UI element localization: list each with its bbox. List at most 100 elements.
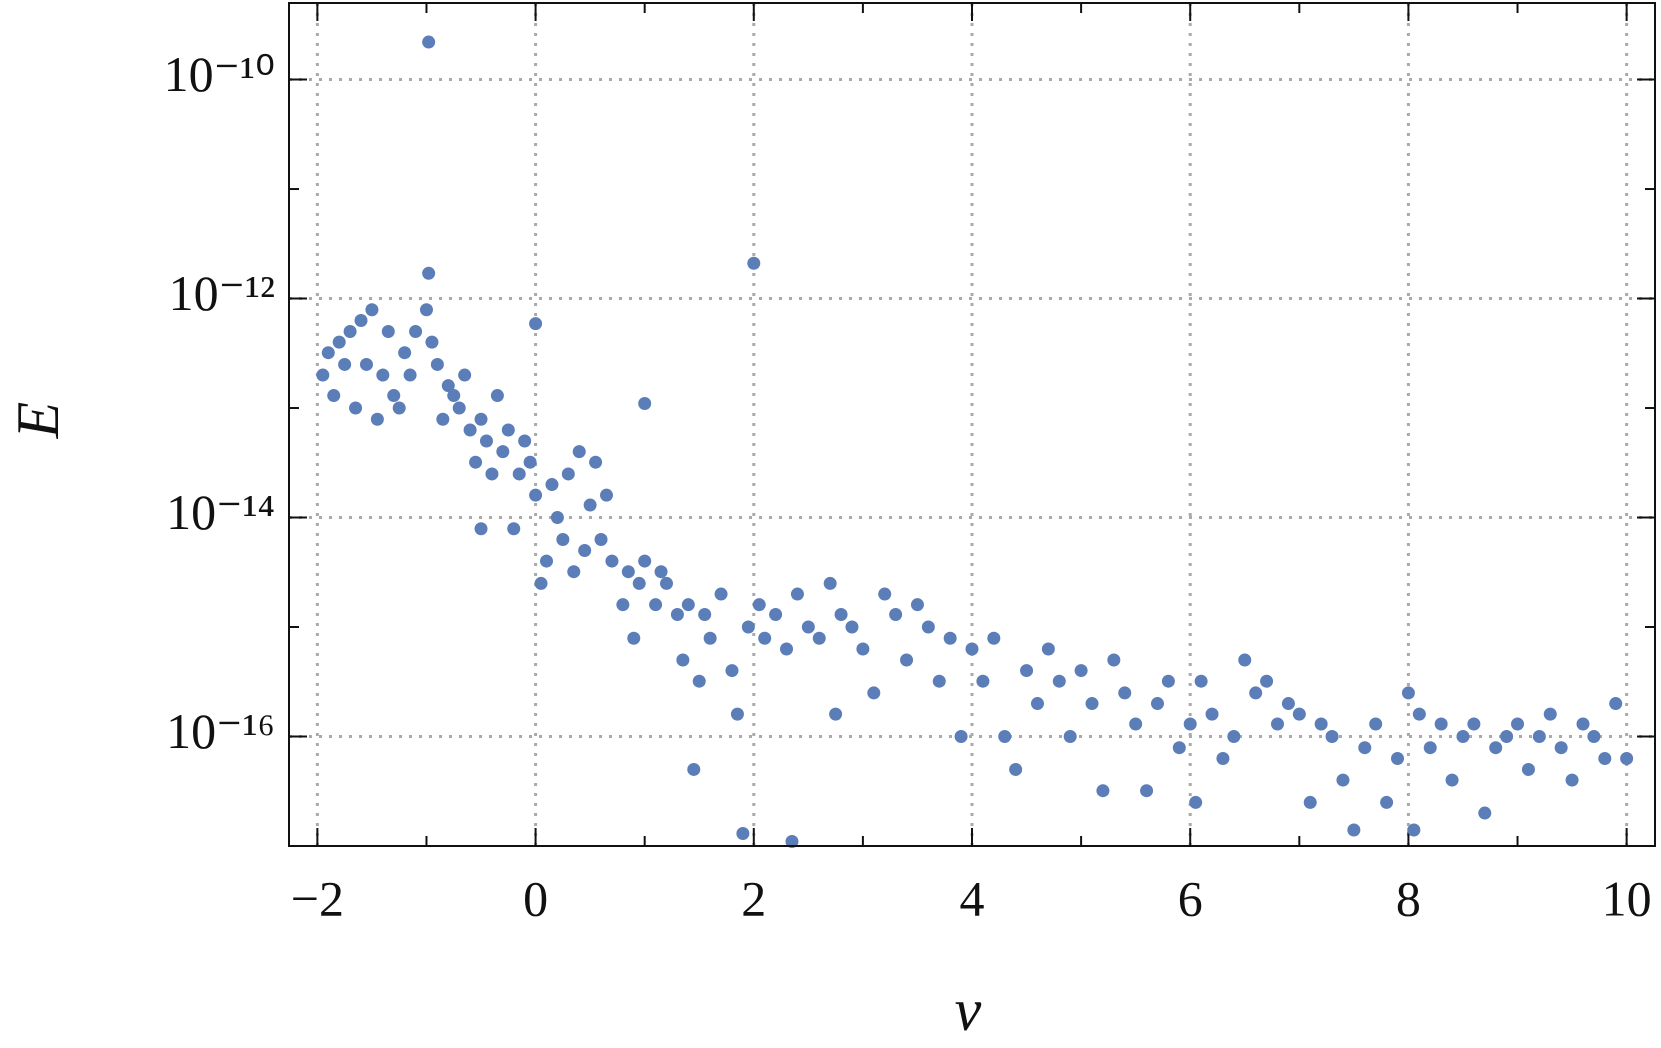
- data-point: [1030, 697, 1044, 711]
- data-point: [965, 642, 979, 656]
- y-tick-label: 10⁻¹⁴: [166, 484, 275, 540]
- data-point: [747, 256, 761, 270]
- data-point: [1347, 823, 1361, 837]
- data-point: [376, 368, 390, 382]
- y-tick-label: 10⁻¹⁰: [164, 46, 275, 102]
- data-point: [316, 368, 330, 382]
- data-point: [387, 389, 401, 403]
- data-point: [638, 396, 652, 410]
- data-point: [1369, 717, 1383, 731]
- data-point: [392, 401, 406, 415]
- data-point: [1260, 674, 1274, 688]
- data-point: [1576, 717, 1590, 731]
- data-point: [687, 762, 701, 776]
- data-point: [474, 412, 488, 426]
- data-point: [829, 707, 843, 721]
- data-point: [561, 467, 575, 481]
- data-point: [627, 631, 641, 645]
- data-point: [321, 346, 335, 360]
- data-point: [1161, 674, 1175, 688]
- data-point: [1336, 773, 1350, 787]
- data-point: [889, 608, 903, 622]
- data-point: [349, 401, 363, 415]
- data-point: [1281, 697, 1295, 711]
- data-point: [518, 434, 532, 448]
- data-point: [823, 576, 837, 590]
- data-point: [550, 511, 564, 525]
- data-point: [1511, 717, 1525, 731]
- data-point: [676, 653, 690, 667]
- data-point: [422, 266, 436, 280]
- data-point: [987, 631, 1001, 645]
- y-axis-label: E: [5, 402, 71, 440]
- data-point: [1189, 795, 1203, 809]
- data-point: [572, 445, 586, 459]
- data-point: [479, 434, 493, 448]
- data-point: [545, 478, 559, 492]
- data-point: [512, 467, 526, 481]
- data-point: [365, 303, 379, 317]
- data-point: [621, 565, 635, 579]
- data-point: [632, 576, 646, 590]
- data-point: [1107, 653, 1121, 667]
- data-point: [1620, 751, 1634, 765]
- data-point: [430, 357, 444, 371]
- data-point: [327, 389, 341, 403]
- data-point: [932, 674, 946, 688]
- data-point: [758, 631, 772, 645]
- data-point: [741, 620, 755, 634]
- data-point: [1412, 707, 1426, 721]
- data-point: [556, 532, 570, 546]
- data-point: [1205, 707, 1219, 721]
- y-tick-label: 10⁻¹²: [169, 265, 275, 321]
- data-point: [834, 608, 848, 622]
- data-point: [1216, 751, 1230, 765]
- data-point: [1238, 653, 1252, 667]
- data-point: [954, 730, 968, 744]
- data-point: [785, 834, 799, 848]
- plot-frame: [288, 2, 1656, 847]
- data-point: [1227, 730, 1241, 744]
- data-point: [1074, 664, 1088, 678]
- data-point: [976, 674, 990, 688]
- data-point: [1172, 741, 1186, 755]
- data-point: [1407, 823, 1421, 837]
- data-point: [1587, 730, 1601, 744]
- x-tick-label: 8: [1396, 870, 1421, 926]
- data-point: [725, 664, 739, 678]
- data-point: [523, 455, 537, 469]
- data-point: [469, 455, 483, 469]
- data-point: [370, 412, 384, 426]
- data-point: [1456, 730, 1470, 744]
- data-point: [583, 498, 597, 512]
- data-point: [1085, 697, 1099, 711]
- data-point: [790, 587, 804, 601]
- data-point: [1270, 717, 1284, 731]
- data-point: [463, 423, 477, 437]
- data-point: [1129, 717, 1143, 731]
- data-point: [359, 357, 373, 371]
- data-point: [1096, 784, 1110, 798]
- data-point: [1020, 664, 1034, 678]
- data-point: [1063, 730, 1077, 744]
- data-point: [409, 324, 423, 338]
- data-point: [1565, 773, 1579, 787]
- data-point: [567, 565, 581, 579]
- data-point: [616, 598, 630, 612]
- data-point: [1292, 707, 1306, 721]
- data-point: [1009, 762, 1023, 776]
- data-point: [660, 576, 674, 590]
- data-point: [943, 631, 957, 645]
- data-point: [1423, 741, 1437, 755]
- data-point: [501, 423, 515, 437]
- data-point: [578, 543, 592, 557]
- data-point: [1489, 741, 1503, 755]
- data-point: [458, 368, 472, 382]
- data-point: [1194, 674, 1208, 688]
- data-point: [599, 488, 613, 502]
- data-point: [692, 674, 706, 688]
- data-point: [589, 455, 603, 469]
- data-point: [594, 532, 608, 546]
- data-point: [447, 389, 461, 403]
